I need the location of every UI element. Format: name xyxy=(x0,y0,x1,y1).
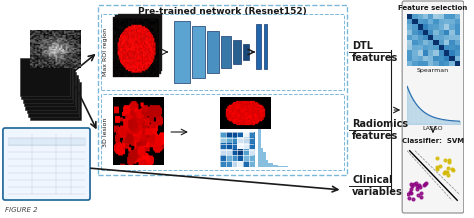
FancyBboxPatch shape xyxy=(27,75,78,114)
FancyBboxPatch shape xyxy=(118,14,163,71)
FancyBboxPatch shape xyxy=(30,82,81,121)
FancyBboxPatch shape xyxy=(116,15,161,74)
FancyBboxPatch shape xyxy=(174,21,190,83)
FancyBboxPatch shape xyxy=(26,72,76,110)
FancyBboxPatch shape xyxy=(21,61,72,99)
FancyBboxPatch shape xyxy=(264,24,267,69)
FancyBboxPatch shape xyxy=(192,26,205,78)
Text: Spearman: Spearman xyxy=(417,68,449,73)
Text: Pre-trained network (Resnet152): Pre-trained network (Resnet152) xyxy=(138,7,307,16)
FancyBboxPatch shape xyxy=(24,68,75,107)
FancyBboxPatch shape xyxy=(208,31,219,73)
FancyBboxPatch shape xyxy=(221,36,231,68)
FancyBboxPatch shape xyxy=(22,65,73,103)
Text: FIGURE 2: FIGURE 2 xyxy=(5,207,37,213)
FancyBboxPatch shape xyxy=(256,24,261,69)
FancyBboxPatch shape xyxy=(233,40,241,64)
Text: Feature selection: Feature selection xyxy=(398,5,467,11)
Text: Classifier:  SVM: Classifier: SVM xyxy=(402,138,464,144)
Text: LASSO: LASSO xyxy=(423,126,443,131)
Text: 3D lesion: 3D lesion xyxy=(103,117,108,147)
FancyBboxPatch shape xyxy=(28,79,79,117)
FancyBboxPatch shape xyxy=(402,1,464,213)
Text: Clinical
variables: Clinical variables xyxy=(352,175,403,197)
Text: Radiomics
features: Radiomics features xyxy=(352,119,409,141)
FancyBboxPatch shape xyxy=(3,128,90,200)
FancyBboxPatch shape xyxy=(243,44,248,60)
FancyBboxPatch shape xyxy=(112,17,159,77)
FancyBboxPatch shape xyxy=(19,58,71,96)
Text: Max ROI region: Max ROI region xyxy=(103,28,108,76)
Text: DTL
features: DTL features xyxy=(352,41,399,63)
